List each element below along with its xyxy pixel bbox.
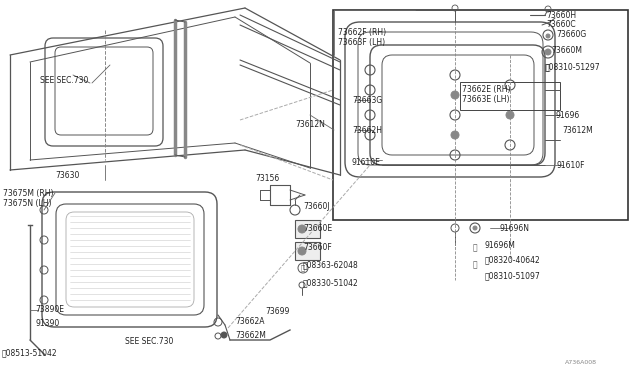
Text: 73675M (RH): 73675M (RH) bbox=[3, 189, 54, 198]
Text: Ⓢ: Ⓢ bbox=[473, 260, 477, 269]
Text: 73630: 73630 bbox=[55, 170, 79, 180]
Text: 73612M: 73612M bbox=[562, 125, 593, 135]
Text: 91610E: 91610E bbox=[352, 157, 381, 167]
Text: 73662E (RH): 73662E (RH) bbox=[462, 84, 511, 93]
Text: 73660E: 73660E bbox=[303, 224, 332, 232]
Text: Ⓢ08513-51042: Ⓢ08513-51042 bbox=[2, 349, 58, 357]
Text: Ⓢ08330-51042: Ⓢ08330-51042 bbox=[303, 279, 359, 288]
Text: Ⓢ: Ⓢ bbox=[301, 265, 305, 271]
Circle shape bbox=[221, 332, 227, 338]
Text: 73663G: 73663G bbox=[352, 96, 382, 105]
Text: 73660C: 73660C bbox=[546, 19, 575, 29]
Text: 73660M: 73660M bbox=[551, 45, 582, 55]
Text: 73662M: 73662M bbox=[235, 330, 266, 340]
Circle shape bbox=[546, 34, 550, 38]
Bar bbox=[460, 82, 560, 110]
Text: 91390: 91390 bbox=[35, 318, 60, 327]
Text: 73662F (RH): 73662F (RH) bbox=[338, 28, 386, 36]
Text: 73675N (LH): 73675N (LH) bbox=[3, 199, 51, 208]
Text: 73156: 73156 bbox=[255, 173, 279, 183]
Circle shape bbox=[473, 226, 477, 230]
Bar bbox=[295, 242, 320, 260]
Text: 73663F (LH): 73663F (LH) bbox=[338, 38, 385, 46]
Circle shape bbox=[451, 131, 459, 139]
Circle shape bbox=[298, 225, 306, 233]
Text: 91696N: 91696N bbox=[500, 224, 530, 232]
Circle shape bbox=[506, 111, 514, 119]
Text: 91696M: 91696M bbox=[485, 241, 516, 250]
Text: Ⓢ08363-62048: Ⓢ08363-62048 bbox=[303, 260, 359, 269]
Text: A736A008: A736A008 bbox=[565, 359, 597, 365]
Text: 73699: 73699 bbox=[265, 308, 289, 317]
Circle shape bbox=[298, 247, 306, 255]
Text: SEE SEC.730: SEE SEC.730 bbox=[125, 337, 173, 346]
Text: Ⓢ08310-51297: Ⓢ08310-51297 bbox=[545, 62, 600, 71]
Text: 73660J: 73660J bbox=[303, 202, 330, 211]
Text: Ⓢ: Ⓢ bbox=[473, 244, 477, 253]
Text: 73663E (LH): 73663E (LH) bbox=[462, 94, 509, 103]
Circle shape bbox=[451, 91, 459, 99]
Text: 73660G: 73660G bbox=[556, 29, 586, 38]
Text: 73660H: 73660H bbox=[546, 10, 576, 19]
Circle shape bbox=[545, 49, 551, 55]
Text: 73662A: 73662A bbox=[235, 317, 264, 327]
Text: Ⓢ08310-51097: Ⓢ08310-51097 bbox=[485, 272, 541, 280]
Text: 73660F: 73660F bbox=[303, 243, 332, 251]
Text: SEE SEC.730: SEE SEC.730 bbox=[40, 76, 88, 84]
Text: Ⓢ08320-40642: Ⓢ08320-40642 bbox=[485, 256, 541, 264]
Text: 91696: 91696 bbox=[556, 110, 580, 119]
Text: Ⓢ: Ⓢ bbox=[546, 64, 550, 73]
Bar bbox=[295, 220, 320, 238]
Text: 73890E: 73890E bbox=[35, 305, 64, 314]
Text: 73662H: 73662H bbox=[352, 125, 382, 135]
Bar bbox=[333, 10, 628, 220]
Text: 91610F: 91610F bbox=[557, 160, 586, 170]
Text: 73612N: 73612N bbox=[295, 119, 325, 128]
